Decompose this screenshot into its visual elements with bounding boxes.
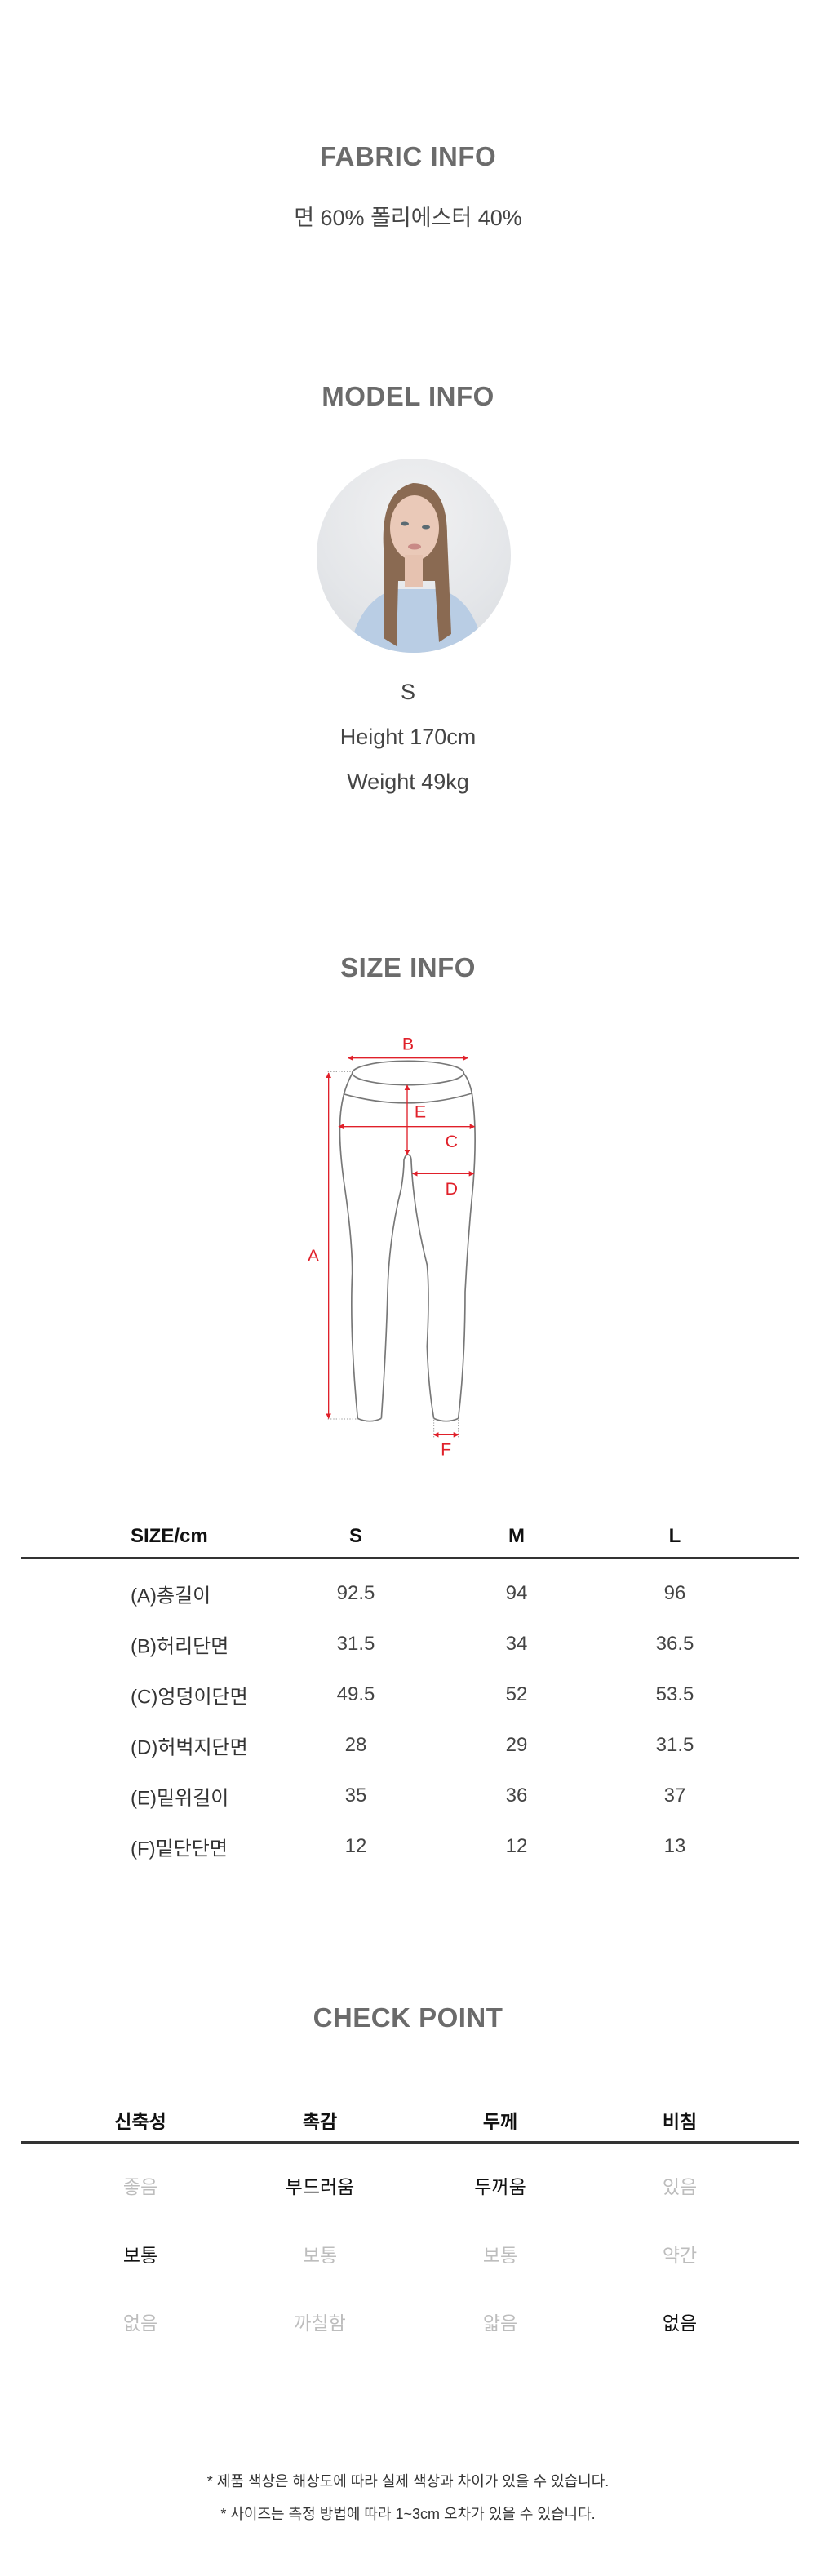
note-size: * 사이즈는 측정 방법에 따라 1~3cm 오차가 있을 수 있습니다. (220, 2506, 596, 2522)
size-table-header-s: S (348, 1525, 363, 1547)
size-info-title: SIZE INFO (340, 952, 476, 982)
label-f: F (441, 1439, 451, 1459)
fabric-composition: 면 60% 폴리에스터 40% (294, 206, 522, 230)
check-option: 까칠함 (294, 2312, 346, 2334)
size-value-cell: 37 (663, 1785, 686, 1807)
size-table-header-l: L (668, 1525, 681, 1547)
check-table-divider (21, 2141, 799, 2144)
size-row-label: (A)총길이 (131, 1585, 211, 1607)
size-value-cell: 13 (663, 1835, 686, 1857)
check-option: 없음 (122, 2312, 158, 2334)
note-color: * 제품 색상은 해상도에 따라 실제 색상과 차이가 있을 수 있습니다. (206, 2473, 610, 2490)
size-value-cell: 53.5 (655, 1683, 694, 1705)
size-value-cell: 29 (505, 1734, 528, 1756)
size-value-cell: 34 (505, 1633, 528, 1655)
size-value-cell: 28 (344, 1734, 367, 1756)
check-header-sheerness: 비침 (662, 2111, 698, 2132)
size-value-cell: 94 (505, 1582, 528, 1604)
leggings-size-diagram: B A C D E F (308, 1035, 476, 1459)
check-option: 얇음 (482, 2312, 518, 2334)
model-portrait-image (349, 483, 484, 653)
size-row-label: (C)엉덩이단면 (131, 1686, 248, 1709)
size-row-label: (F)밑단단면 (131, 1838, 228, 1860)
size-table-header-label: SIZE/cm (131, 1525, 208, 1547)
size-row-label: (D)허벅지단면 (131, 1736, 248, 1759)
size-value-cell: 31.5 (655, 1734, 694, 1756)
size-value-cell: 96 (663, 1582, 686, 1604)
size-row-label: (B)허리단면 (131, 1635, 229, 1658)
model-weight: Weight 49kg (347, 769, 469, 794)
check-option: 좋음 (122, 2176, 158, 2197)
check-option-selected: 없음 (662, 2312, 698, 2334)
size-table-header-m: M (508, 1525, 525, 1547)
check-point-title: CHECK POINT (313, 2002, 503, 2033)
check-header-stretch: 신축성 (114, 2111, 166, 2132)
model-info-title: MODEL INFO (322, 381, 494, 411)
check-header-touch: 촉감 (302, 2111, 338, 2132)
check-option-selected: 두꺼움 (474, 2176, 526, 2197)
label-e: E (415, 1102, 426, 1121)
size-value-cell: 35 (344, 1785, 367, 1807)
size-value-cell: 12 (505, 1835, 528, 1857)
label-d: D (446, 1179, 458, 1199)
guide-lines (327, 1071, 459, 1439)
check-option: 보통 (482, 2245, 518, 2266)
size-value-cell: 36.5 (655, 1633, 694, 1655)
check-option: 약간 (662, 2245, 698, 2266)
fabric-info-title: FABRIC INFO (319, 141, 497, 171)
check-option: 보통 (302, 2245, 338, 2266)
size-value-cell: 52 (505, 1683, 528, 1705)
label-c: C (446, 1132, 458, 1151)
size-value-cell: 12 (344, 1835, 367, 1857)
size-value-cell: 49.5 (336, 1683, 375, 1705)
size-value-cell: 36 (505, 1785, 528, 1807)
model-photo (317, 459, 511, 653)
size-table-divider (21, 1557, 799, 1559)
size-value-cell: 92.5 (336, 1582, 375, 1604)
check-option-selected: 보통 (122, 2245, 158, 2266)
size-value-cell: 31.5 (336, 1633, 375, 1655)
label-b: B (402, 1035, 414, 1054)
model-size: S (400, 680, 415, 704)
check-option-selected: 부드러움 (285, 2176, 355, 2197)
model-height: Height 170cm (339, 725, 477, 749)
label-a: A (308, 1246, 320, 1266)
size-row-label: (E)밑위길이 (131, 1787, 229, 1810)
check-header-thickness: 두께 (482, 2111, 518, 2132)
check-option: 있음 (662, 2176, 698, 2197)
